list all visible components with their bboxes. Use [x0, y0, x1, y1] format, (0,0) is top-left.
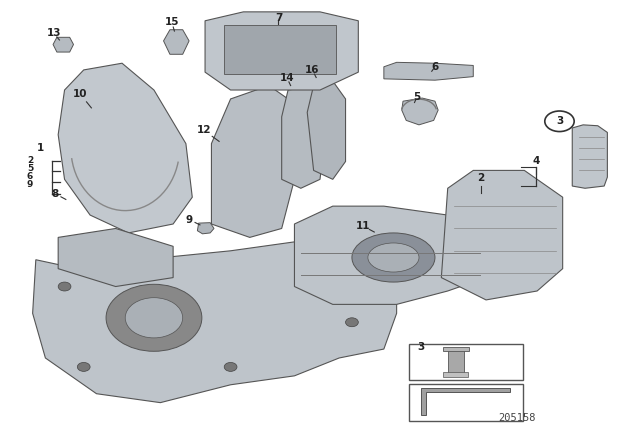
Text: 7: 7	[275, 13, 282, 23]
Circle shape	[58, 282, 71, 291]
Polygon shape	[282, 86, 326, 188]
Text: 8: 8	[51, 189, 59, 198]
Text: 15: 15	[164, 17, 179, 27]
Polygon shape	[402, 98, 438, 125]
Text: 2: 2	[27, 156, 33, 165]
Text: 9: 9	[186, 215, 193, 224]
Polygon shape	[58, 63, 192, 233]
Text: 12: 12	[196, 125, 211, 135]
Bar	[410, 344, 523, 380]
Text: 2: 2	[477, 173, 484, 183]
Text: 3: 3	[417, 342, 424, 352]
Text: 10: 10	[73, 90, 88, 99]
Polygon shape	[294, 206, 486, 304]
Polygon shape	[572, 125, 607, 188]
Polygon shape	[443, 347, 468, 351]
Polygon shape	[164, 30, 189, 54]
Text: 16: 16	[305, 65, 319, 75]
Polygon shape	[58, 228, 173, 287]
Circle shape	[125, 297, 182, 338]
Polygon shape	[53, 37, 74, 52]
Ellipse shape	[352, 233, 435, 282]
Polygon shape	[197, 223, 214, 234]
Circle shape	[77, 362, 90, 371]
Text: 205158: 205158	[498, 413, 536, 423]
Polygon shape	[421, 388, 510, 415]
Bar	[224, 25, 336, 74]
Polygon shape	[33, 242, 397, 403]
Circle shape	[224, 362, 237, 371]
Polygon shape	[448, 348, 464, 374]
Text: 6: 6	[431, 62, 438, 72]
Polygon shape	[444, 372, 468, 377]
Polygon shape	[211, 86, 301, 237]
Circle shape	[346, 318, 358, 327]
Polygon shape	[205, 12, 358, 90]
Circle shape	[106, 284, 202, 351]
Text: 9: 9	[27, 180, 33, 189]
Text: 13: 13	[47, 28, 61, 38]
Text: 3: 3	[556, 116, 563, 126]
Polygon shape	[442, 170, 563, 300]
Circle shape	[346, 273, 358, 282]
Text: 4: 4	[532, 156, 540, 167]
Circle shape	[545, 111, 574, 132]
Text: 6: 6	[27, 172, 33, 181]
Ellipse shape	[368, 243, 419, 272]
Polygon shape	[384, 62, 473, 80]
Text: 1: 1	[36, 143, 44, 153]
Bar	[410, 384, 523, 421]
Text: 14: 14	[280, 73, 294, 82]
Text: 5: 5	[27, 164, 33, 172]
Polygon shape	[307, 81, 346, 179]
Text: 5: 5	[413, 92, 420, 102]
Text: 11: 11	[356, 221, 371, 231]
